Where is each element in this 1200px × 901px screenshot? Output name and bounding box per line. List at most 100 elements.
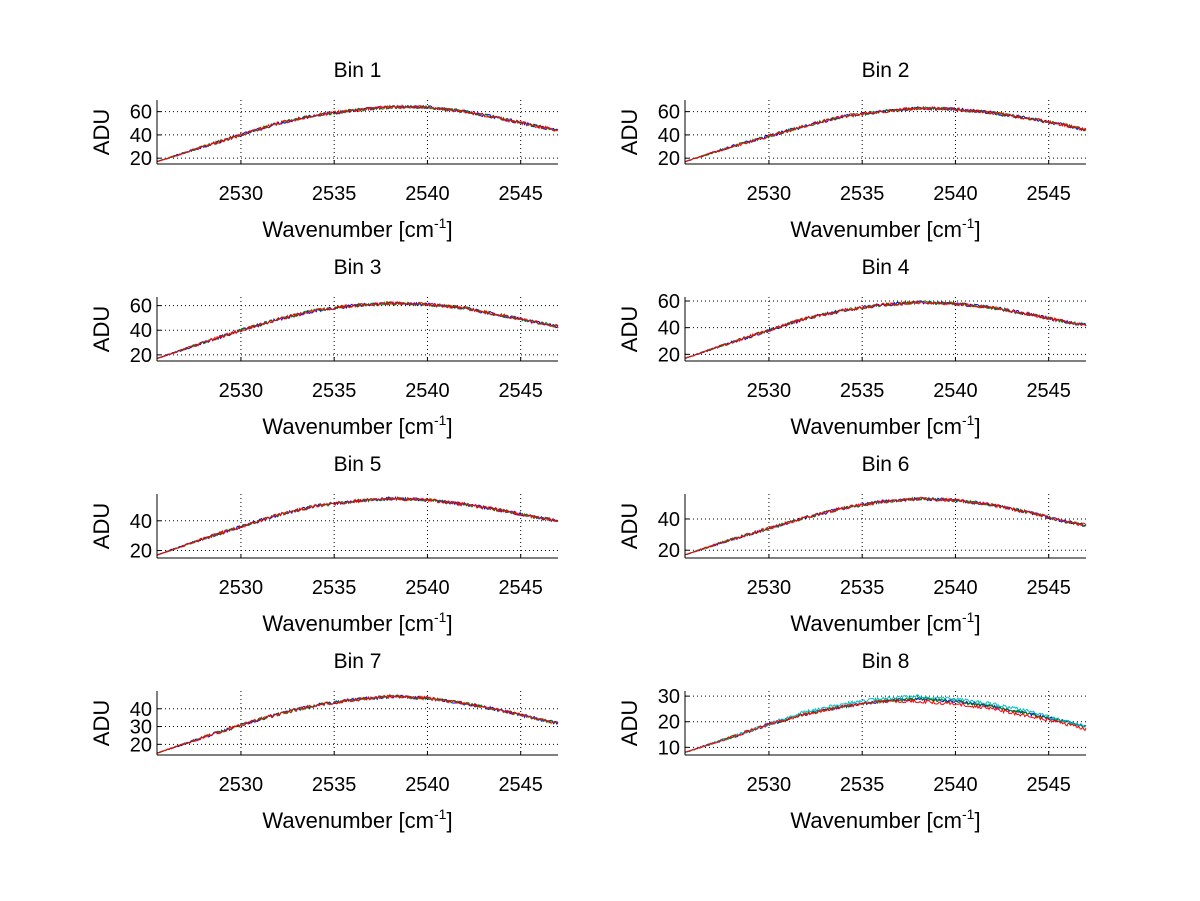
x-axis-label-text: Wavenumber [cm xyxy=(262,611,434,636)
y-tick-label: 60 xyxy=(130,296,152,318)
x-axis-label: Wavenumber [cm-1] xyxy=(262,412,452,439)
subplot-title: Bin 4 xyxy=(862,256,910,279)
x-axis-label-close: ] xyxy=(974,808,980,833)
x-tick-label: 2540 xyxy=(405,183,450,205)
x-axis-label: Wavenumber [cm-1] xyxy=(790,806,980,833)
subplot-title: Bin 1 xyxy=(334,59,382,82)
y-tick-label: 20 xyxy=(658,148,680,170)
x-axis-label-text: Wavenumber [cm xyxy=(790,414,962,439)
x-axis-label-close: ] xyxy=(446,808,452,833)
y-axis-label: ADU xyxy=(617,306,642,352)
y-tick-label: 60 xyxy=(658,102,680,124)
subplot-title: Bin 6 xyxy=(862,453,910,476)
series-line-red xyxy=(684,300,1087,359)
x-tick-label: 2540 xyxy=(405,774,450,796)
x-axis-label-exponent: -1 xyxy=(962,806,975,822)
x-tick-label: 2535 xyxy=(312,577,357,599)
subplot-bin-6: Bin 6 2530 2535 2540 2545 20 40 Wavenumber [cm-… xyxy=(617,453,1087,636)
x-tick-label: 2535 xyxy=(840,577,885,599)
y-tick-label: 40 xyxy=(130,125,152,147)
x-axis-label: Wavenumber [cm-1] xyxy=(790,609,980,636)
x-axis-label-exponent: -1 xyxy=(434,412,447,428)
x-tick-label: 2545 xyxy=(498,774,543,796)
x-axis-label-exponent: -1 xyxy=(434,215,447,231)
x-tick-label: 2530 xyxy=(747,183,792,205)
x-axis-label-close: ] xyxy=(974,611,980,636)
x-axis-label-close: ] xyxy=(974,414,980,439)
y-tick-label: 20 xyxy=(658,540,680,562)
y-tick-label: 30 xyxy=(658,686,680,708)
x-axis-label-text: Wavenumber [cm xyxy=(262,808,434,833)
x-tick-label: 2535 xyxy=(312,183,357,205)
series-line-red xyxy=(684,105,1087,163)
subplot-bin-5: Bin 5 2530 2535 2540 2545 20 40 Wavenumber [cm-… xyxy=(89,453,559,636)
subplot-bin-8: Bin 8 2530 2535 2540 2545 10 20 30 Wavenumber [c… xyxy=(617,650,1087,833)
x-axis-label: Wavenumber [cm-1] xyxy=(790,412,980,439)
x-tick-label: 2530 xyxy=(747,577,792,599)
x-axis-label: Wavenumber [cm-1] xyxy=(262,806,452,833)
series-line-red xyxy=(156,300,559,360)
x-tick-label: 2540 xyxy=(933,183,978,205)
y-axis-label: ADU xyxy=(89,109,114,155)
y-tick-label: 40 xyxy=(130,511,152,533)
x-axis-label-exponent: -1 xyxy=(962,609,975,625)
x-tick-label: 2535 xyxy=(840,183,885,205)
x-tick-label: 2540 xyxy=(405,577,450,599)
x-tick-label: 2545 xyxy=(498,577,543,599)
series-line-cyan xyxy=(684,694,1087,753)
y-axis-label: ADU xyxy=(617,700,642,746)
x-tick-label: 2535 xyxy=(312,774,357,796)
y-tick-label: 10 xyxy=(658,737,680,759)
x-axis-label: Wavenumber [cm-1] xyxy=(262,609,452,636)
x-tick-label: 2530 xyxy=(219,774,264,796)
x-axis-label-exponent: -1 xyxy=(962,215,975,231)
x-tick-label: 2535 xyxy=(840,774,885,796)
x-axis-label-text: Wavenumber [cm xyxy=(790,611,962,636)
subplot-title: Bin 5 xyxy=(334,453,382,476)
x-axis-label-close: ] xyxy=(974,217,980,242)
y-tick-label: 20 xyxy=(130,541,152,563)
x-axis-label-close: ] xyxy=(446,414,452,439)
x-tick-label: 2545 xyxy=(498,183,543,205)
x-axis-label: Wavenumber [cm-1] xyxy=(790,215,980,242)
subplot-bin-4: Bin 4 2530 2535 2540 2545 20 40 60 Wavenumber [c… xyxy=(617,256,1087,439)
y-tick-label: 40 xyxy=(658,509,680,531)
x-axis-label-exponent: -1 xyxy=(962,412,975,428)
x-tick-label: 2545 xyxy=(498,380,543,402)
x-tick-label: 2530 xyxy=(219,577,264,599)
subplot-title: Bin 2 xyxy=(862,59,910,82)
subplot-title: Bin 8 xyxy=(862,650,910,673)
y-tick-label: 40 xyxy=(658,318,680,340)
y-axis-label: ADU xyxy=(617,503,642,549)
x-tick-label: 2535 xyxy=(840,380,885,402)
x-tick-label: 2540 xyxy=(933,380,978,402)
series-line-red xyxy=(156,104,559,163)
x-tick-label: 2540 xyxy=(933,577,978,599)
x-tick-label: 2530 xyxy=(219,183,264,205)
x-axis-label-close: ] xyxy=(446,611,452,636)
y-tick-label: 60 xyxy=(130,102,152,124)
subplot-title: Bin 3 xyxy=(334,256,382,279)
y-tick-label: 40 xyxy=(130,320,152,342)
y-tick-label: 40 xyxy=(658,125,680,147)
series-line-red xyxy=(684,496,1087,556)
x-tick-label: 2545 xyxy=(1026,183,1071,205)
y-tick-label: 20 xyxy=(658,712,680,734)
y-axis-label: ADU xyxy=(89,700,114,746)
y-tick-label: 20 xyxy=(658,344,680,366)
x-tick-label: 2540 xyxy=(405,380,450,402)
x-tick-label: 2545 xyxy=(1026,774,1071,796)
x-axis-label-close: ] xyxy=(446,217,452,242)
x-axis-label-text: Wavenumber [cm xyxy=(262,414,434,439)
y-axis-label: ADU xyxy=(89,306,114,352)
y-tick-label: 60 xyxy=(658,291,680,313)
x-axis-label-text: Wavenumber [cm xyxy=(790,217,962,242)
x-tick-label: 2530 xyxy=(219,380,264,402)
x-tick-label: 2540 xyxy=(933,774,978,796)
y-tick-label: 20 xyxy=(130,148,152,170)
